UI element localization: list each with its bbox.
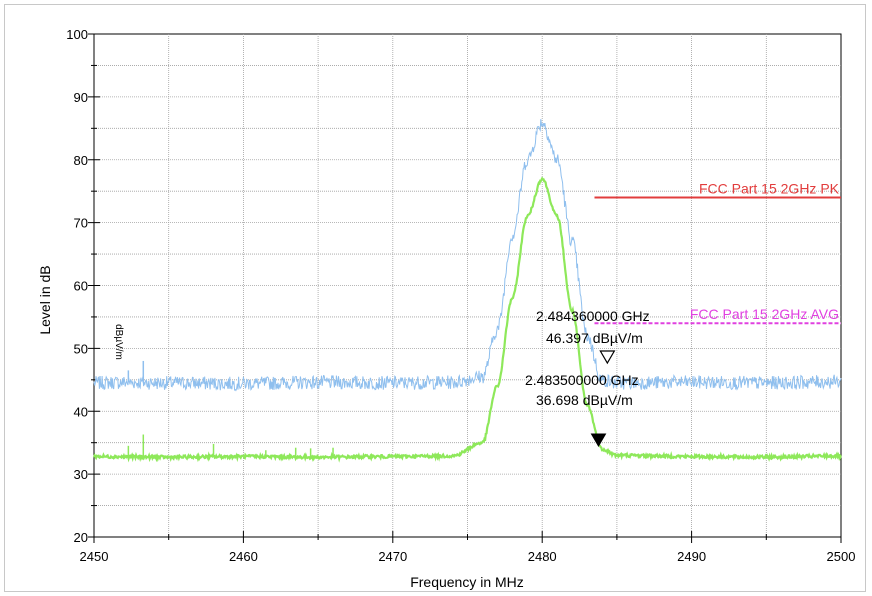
- x-tick-label: 2460: [229, 549, 258, 564]
- x-tick-label: 2480: [528, 549, 557, 564]
- average-trace: [92, 176, 843, 463]
- x-tick-label: 2500: [827, 549, 856, 564]
- data-series: [92, 119, 843, 463]
- marker-2-frequency: 2.483500000 GHz: [525, 372, 639, 388]
- x-tick-label: 2470: [378, 549, 407, 564]
- limit-line-label: FCC Part 15 2GHz AVG: [690, 306, 839, 322]
- x-tick-label: 2450: [80, 549, 109, 564]
- y-axis-title: Level in dB: [37, 265, 53, 334]
- y-tick-label: 30: [74, 467, 88, 482]
- marker-1-frequency: 2.484360000 GHz: [536, 308, 650, 324]
- marker-filled-triangle: [590, 433, 607, 448]
- y-tick-label: 90: [74, 90, 88, 105]
- y-tick-label: 100: [66, 27, 88, 42]
- y-tick-label: 40: [74, 404, 88, 419]
- x-tick-label: 2490: [677, 549, 706, 564]
- grid-lines: [94, 34, 841, 537]
- limit-lines: FCC Part 15 2GHz PK FCC Part 15 2GHz AVG: [594, 180, 841, 325]
- y-tick-label: 60: [74, 279, 88, 294]
- marker-open-triangle: [599, 350, 616, 365]
- marker-1-level: 46.397 dBµV/m: [546, 330, 643, 346]
- markers: 2.484360000 GHz 46.397 dBµV/m 2.483500000 …: [525, 308, 650, 448]
- y-tick-label: 50: [74, 341, 88, 356]
- limit-line-label: FCC Part 15 2GHz PK: [699, 180, 840, 196]
- x-axis-title: Frequency in MHz: [410, 574, 524, 590]
- axes: 20 30 40 50 60 70 80 90 100 2450 2460 2470 2480 2490 2…: [66, 27, 855, 564]
- y-unit-label: dBµV/m: [113, 324, 124, 360]
- y-tick-label: 80: [74, 153, 88, 168]
- peak-trace: [93, 119, 842, 392]
- y-tick-label: 70: [74, 216, 88, 231]
- marker-2-level: 36.698 dBµV/m: [536, 392, 633, 408]
- y-tick-label: 20: [74, 530, 88, 545]
